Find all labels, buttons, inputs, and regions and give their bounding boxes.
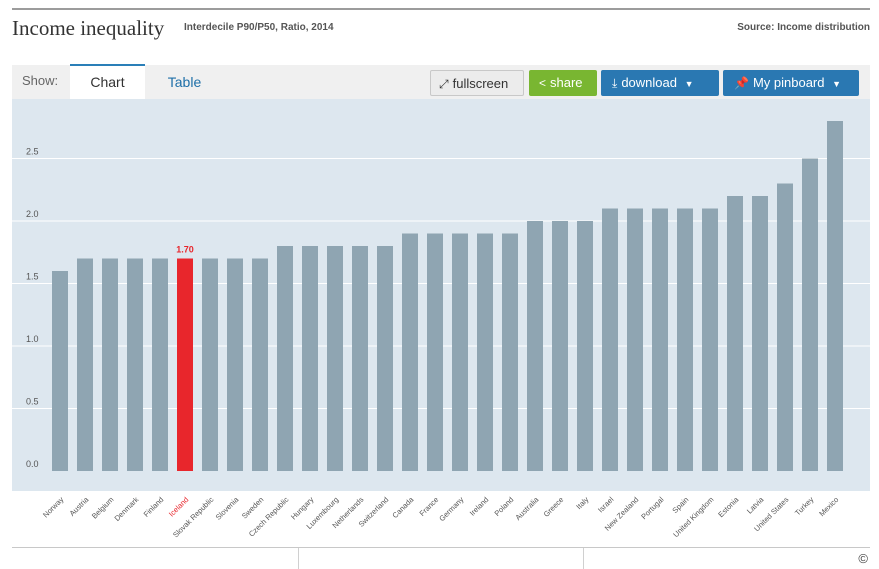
share-icon: < [539, 76, 547, 90]
bar[interactable] [702, 208, 718, 472]
x-tick-label: Ireland [468, 495, 491, 518]
bar[interactable] [277, 246, 293, 471]
y-tick-label: 2.0 [26, 209, 39, 219]
bar[interactable] [827, 121, 843, 471]
bar[interactable] [452, 233, 468, 472]
source-link[interactable]: Source: Income distribution [737, 22, 870, 33]
x-tick-label: Estonia [716, 494, 741, 519]
tab-chart[interactable]: Chart [70, 64, 145, 101]
bar[interactable] [352, 246, 368, 471]
y-tick-label: 2.5 [26, 147, 39, 157]
fullscreen-label: fullscreen [452, 76, 509, 91]
bar[interactable] [552, 221, 568, 471]
bar[interactable] [402, 233, 418, 472]
y-tick-label: 1.5 [26, 272, 39, 282]
x-tick-label: France [418, 495, 441, 518]
download-label: download [621, 75, 677, 90]
x-tick-label: Iceland [167, 495, 190, 518]
x-tick-label: Mexico [817, 495, 840, 518]
share-button[interactable]: < share [529, 70, 597, 96]
bar[interactable] [502, 233, 518, 472]
bar[interactable] [677, 208, 693, 472]
x-tick-label: Greece [542, 495, 566, 519]
bar[interactable] [652, 208, 668, 472]
footer-rule [12, 547, 870, 548]
bar[interactable] [577, 221, 593, 471]
x-tick-label: Israel [596, 495, 616, 515]
bar[interactable] [527, 221, 543, 471]
bar[interactable] [752, 196, 768, 471]
bar[interactable] [152, 258, 168, 472]
x-tick-label: Turkey [793, 495, 816, 518]
fullscreen-button[interactable]: ⤢ fullscreen [430, 70, 524, 96]
bar[interactable] [777, 183, 793, 472]
x-tick-label: Finland [142, 495, 166, 519]
show-label: Show: [22, 73, 59, 88]
bar[interactable] [227, 258, 243, 472]
chart-subtitle: Interdecile P90/P50, Ratio, 2014 [184, 22, 334, 33]
bar[interactable] [802, 158, 818, 472]
bar[interactable] [477, 233, 493, 472]
toolbar: Show: Chart Table ⤢ fullscreen < share ⤓ do… [12, 64, 870, 101]
bar[interactable] [202, 258, 218, 472]
y-tick-label: 1.0 [26, 334, 39, 344]
x-tick-label: Spain [670, 495, 690, 515]
bar[interactable] [602, 208, 618, 472]
share-label: share [550, 75, 583, 90]
pinboard-button[interactable]: 📌 My pinboard ▼ [723, 70, 859, 96]
pin-icon: 📌 [734, 76, 749, 90]
y-tick-label: 0.5 [26, 397, 39, 407]
copyright: © [858, 551, 868, 566]
footer-divider [583, 548, 584, 569]
bar[interactable] [177, 258, 193, 472]
chevron-down-icon: ▼ [832, 79, 842, 89]
fullscreen-icon: ⤢ [439, 77, 449, 91]
footer-divider [298, 548, 299, 569]
header-rule [12, 8, 870, 10]
x-tick-label: Germany [437, 495, 465, 523]
x-tick-label: Norway [41, 495, 66, 520]
bar[interactable] [52, 271, 68, 471]
x-tick-label: Portugal [639, 495, 665, 521]
chart-title: Income inequality [12, 16, 165, 40]
x-tick-label: Italy [574, 495, 590, 511]
bar[interactable] [302, 246, 318, 471]
bar[interactable] [252, 258, 268, 472]
download-button[interactable]: ⤓ download ▼ [601, 70, 719, 96]
x-tick-label: Poland [493, 495, 516, 518]
data-label: 1.70 [176, 245, 194, 255]
x-tick-label: Denmark [113, 495, 141, 523]
bar[interactable] [727, 196, 743, 471]
bar[interactable] [127, 258, 143, 472]
bar[interactable] [427, 233, 443, 472]
x-tick-label: Austria [68, 494, 91, 517]
x-tick-label: Canada [390, 494, 416, 520]
bar[interactable] [377, 246, 393, 471]
bar[interactable] [102, 258, 118, 472]
download-icon: ⤓ [612, 76, 618, 90]
bar[interactable] [77, 258, 93, 472]
y-tick-label: 0.0 [26, 459, 39, 469]
x-tick-label: Slovenia [214, 494, 241, 521]
bar[interactable] [327, 246, 343, 471]
pinboard-label: My pinboard [752, 75, 825, 90]
tab-table[interactable]: Table [167, 74, 202, 90]
x-tick-label: Latvia [745, 494, 766, 515]
bar[interactable] [627, 208, 643, 472]
chevron-down-icon: ▼ [684, 79, 694, 89]
x-tick-label: Australia [513, 494, 541, 522]
